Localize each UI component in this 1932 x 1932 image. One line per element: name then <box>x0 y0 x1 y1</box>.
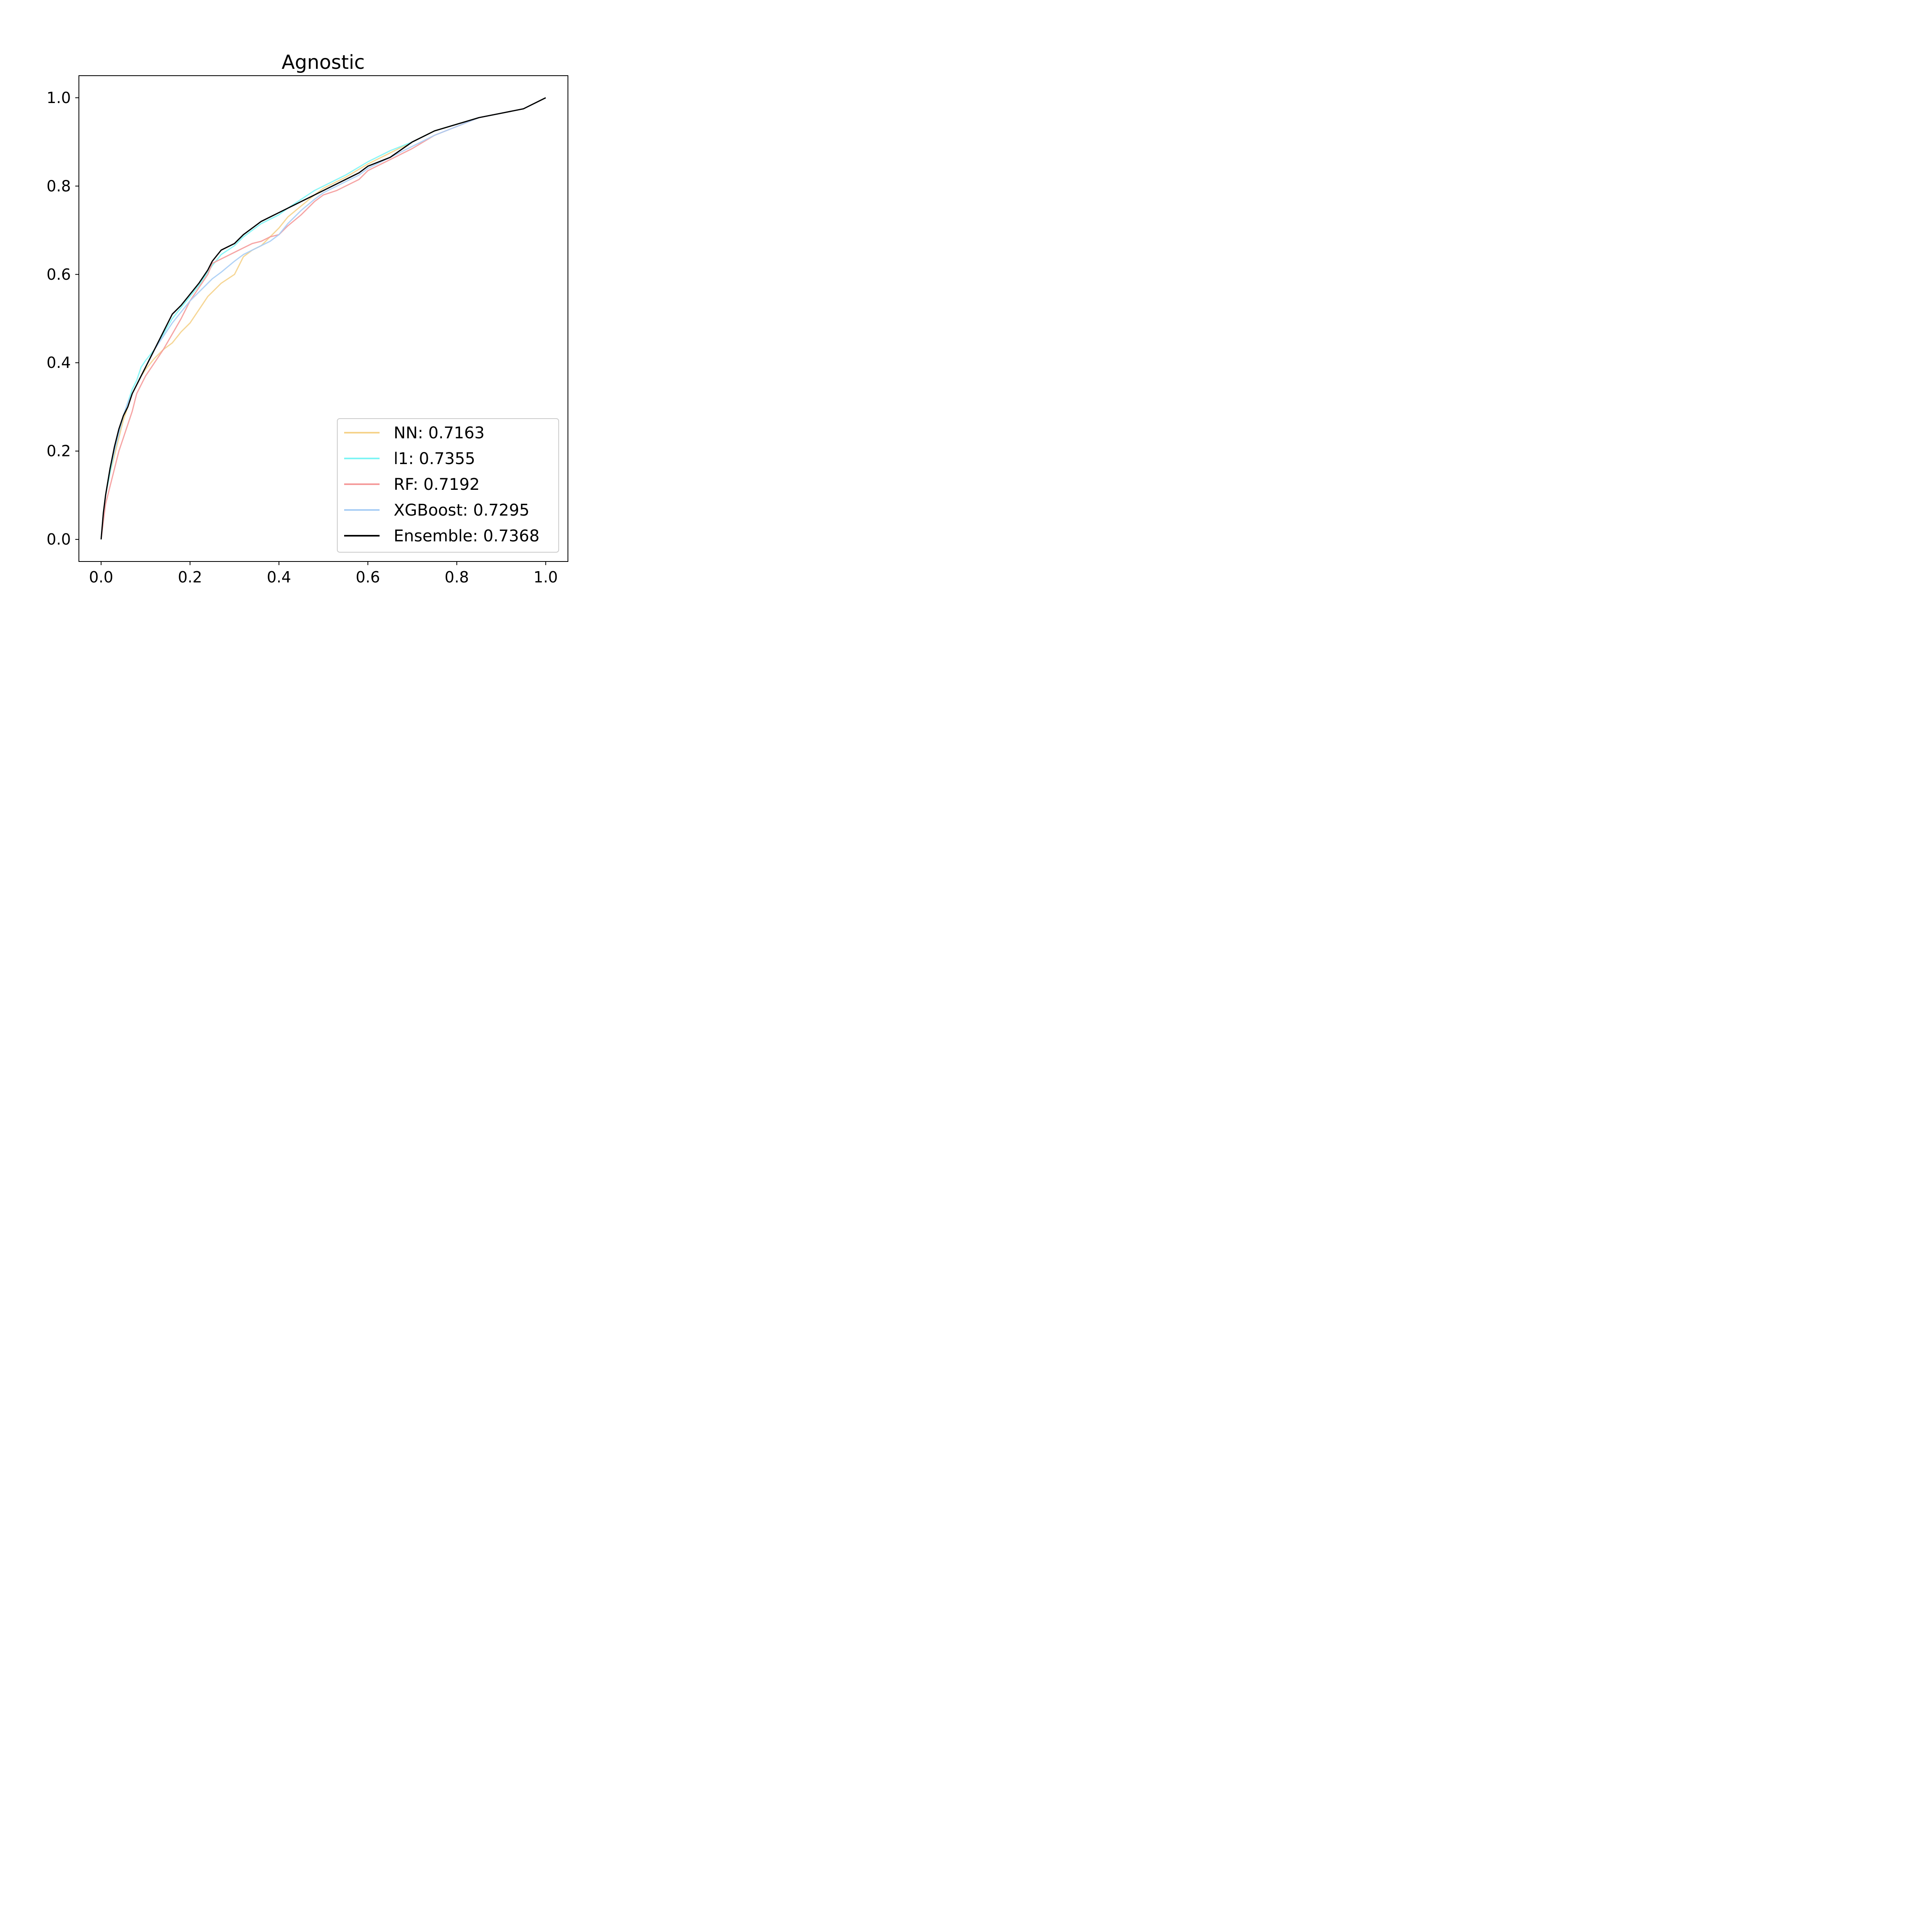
y-tick-label: 1.0 <box>47 89 71 107</box>
legend-label-3: XGBoost: 0.7295 <box>394 501 529 520</box>
x-tick-label: 1.0 <box>534 568 558 586</box>
series-line-2 <box>100 97 546 540</box>
legend-box <box>337 418 559 553</box>
chart-title: Agnostic <box>282 51 365 74</box>
y-tick-label: 0.4 <box>47 354 71 372</box>
x-tick-label: 0.2 <box>178 568 202 586</box>
legend-label-4: Ensemble: 0.7368 <box>394 527 539 545</box>
x-tick-label: 0.8 <box>445 568 469 586</box>
legend-label-2: RF: 0.7192 <box>394 475 480 494</box>
x-tick-label: 0.0 <box>89 568 113 586</box>
axis-ticks: 0.0 0.2 0.4 0.6 0.8 1.0 0.0 0.2 0.4 0.6 0.8 1.0 <box>47 89 558 586</box>
y-tick-label: 0.2 <box>47 442 71 460</box>
axes-frame <box>78 75 568 562</box>
legend-label-0: NN: 0.7163 <box>394 424 485 442</box>
x-tick-label: 0.4 <box>267 568 291 586</box>
x-tick-label: 0.6 <box>356 568 380 586</box>
legend: NN: 0.7163 l1: 0.7355 RF: 0.7192 XGBoost: 0… <box>337 418 559 553</box>
series-line-4 <box>100 97 546 540</box>
roc-chart: Agnostic 0.0 0.2 0.4 0.6 0.8 1.00.00.20.40.60… <box>0 0 624 624</box>
y-tick-label: 0.0 <box>47 530 71 548</box>
legend-label-1: l1: 0.7355 <box>394 450 475 468</box>
y-tick-label: 0.6 <box>47 266 71 283</box>
plot-area <box>100 97 546 540</box>
y-tick-label: 0.8 <box>47 177 71 195</box>
